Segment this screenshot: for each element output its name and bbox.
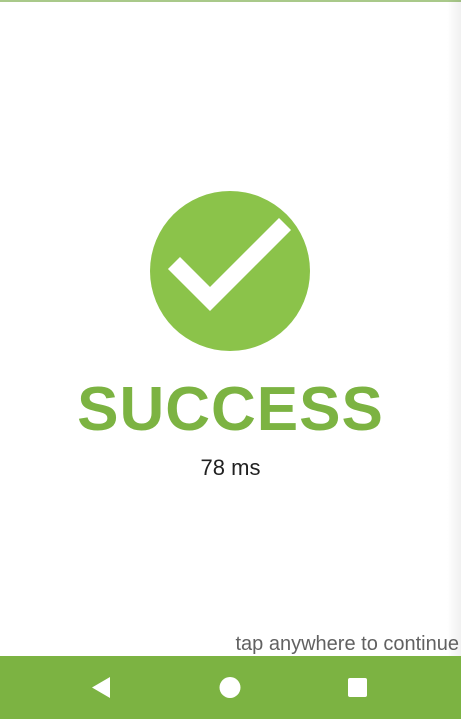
continue-hint: tap anywhere to continue	[235, 633, 460, 655]
triangle-left-icon	[92, 677, 110, 698]
recents-button[interactable]	[328, 656, 388, 719]
navigation-bar	[0, 656, 461, 719]
square-icon	[348, 678, 367, 697]
status-title: SUCCESS	[77, 375, 384, 444]
tap-to-continue-area[interactable]: SUCCESS 78 ms tap anywhere to continue	[0, 0, 461, 656]
timing-label: 78 ms	[200, 455, 261, 480]
home-button[interactable]	[200, 656, 260, 719]
top-divider	[0, 0, 461, 2]
success-check-icon	[150, 191, 310, 351]
back-button[interactable]	[72, 656, 132, 719]
circle-icon	[219, 677, 241, 698]
edge-shadow	[447, 0, 461, 656]
checkmark-icon	[167, 217, 292, 312]
